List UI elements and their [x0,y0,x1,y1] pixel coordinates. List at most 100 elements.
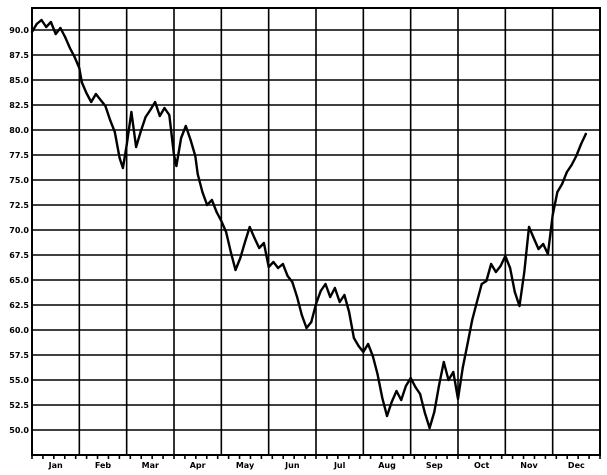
y-tick-label: 90.0 [9,26,29,35]
data-point [210,198,213,202]
data-point [371,354,374,358]
data-point [362,350,365,354]
data-point [258,246,261,250]
data-point [348,310,351,314]
data-point [144,115,147,119]
y-tick-label: 85.0 [9,76,29,85]
y-tick-label: 52.5 [9,401,29,410]
x-tick-label: Feb [95,461,112,470]
y-tick-label: 57.5 [9,351,29,360]
data-point [220,219,223,223]
data-point [243,240,247,244]
data-point [343,293,346,297]
data-point [532,236,535,240]
data-point [73,55,76,59]
data-point [215,210,218,214]
data-point [452,370,455,374]
data-point [248,225,251,229]
data-point [201,190,204,194]
data-point [180,136,183,140]
data-point [471,318,474,322]
data-point [234,268,237,272]
data-point [385,414,389,418]
data-point [196,172,199,176]
x-tick-label: Nov [520,461,538,470]
data-point [314,302,318,306]
data-point [390,400,393,404]
data-point [296,295,299,299]
data-point [499,264,502,268]
y-tick-label: 72.5 [9,201,29,210]
data-point [409,376,412,380]
data-point [310,320,313,324]
data-point [546,252,550,256]
x-tick-label: Jul [333,461,346,470]
x-axis-ticks [31,455,601,459]
data-point [480,282,483,286]
y-tick-label: 70.0 [9,226,29,235]
data-point [333,286,336,290]
data-point [175,164,178,168]
data-point [556,190,559,194]
data-point [433,410,436,414]
data-point [30,30,34,34]
y-tick-label: 65.0 [9,276,29,285]
data-point [64,35,67,39]
data-point [54,32,57,36]
data-point [229,250,232,254]
series-line [30,18,587,430]
data-point [352,336,355,340]
data-point [184,124,187,128]
y-tick-label: 87.5 [9,51,29,60]
data-point [551,213,554,217]
data-point [262,241,265,245]
data-point [163,106,166,110]
data-point [40,18,43,22]
data-point [78,66,81,70]
data-point [300,313,303,317]
y-tick-label: 50.0 [9,426,29,435]
data-point [447,378,450,382]
data-point [442,360,445,364]
data-point [575,154,578,158]
y-tick-label: 80.0 [9,126,29,135]
data-point [135,145,138,149]
data-point [461,366,464,370]
data-point [109,118,112,122]
data-point [158,114,161,118]
data-point [94,92,97,96]
data-point [121,166,124,170]
data-point [513,290,516,294]
data-point [523,270,526,274]
x-tick-label: Apr [190,461,206,470]
data-point [518,304,521,308]
data-point [494,270,497,274]
data-point [35,22,38,26]
x-tick-label: Dec [568,461,585,470]
x-tick-label: Jan [48,461,63,470]
data-point [565,170,569,174]
data-point [194,154,197,158]
x-tick-label: Mar [142,461,159,470]
data-point [376,372,379,376]
data-point [570,163,573,167]
data-point [104,104,107,108]
data-point [438,383,441,387]
data-point [149,108,152,112]
data-point [428,426,431,430]
vertical-gridlines [78,8,554,455]
x-axis-tick-labels: Jan Feb Mar Apr May Jun Jul Aug Sep Oct Nov Dec [48,461,585,470]
y-tick-label: 75.0 [9,176,29,185]
data-point [45,25,48,29]
data-point [172,153,176,157]
data-point [419,392,422,396]
data-point [139,129,142,133]
data-point [367,342,370,346]
data-point [414,385,417,389]
data-point [324,282,327,286]
data-point [189,138,192,142]
data-point [291,280,294,284]
data-point [485,279,488,283]
data-point [90,100,93,104]
data-point [59,26,62,30]
